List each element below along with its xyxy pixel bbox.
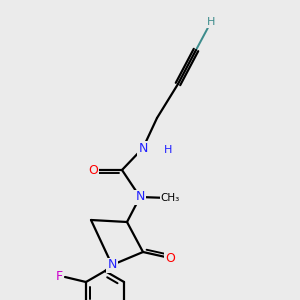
Text: O: O	[165, 251, 175, 265]
Text: F: F	[56, 271, 63, 284]
Text: N: N	[138, 142, 148, 154]
Text: H: H	[164, 145, 172, 155]
Text: H: H	[207, 17, 215, 27]
Text: CH₃: CH₃	[160, 193, 180, 203]
Text: O: O	[88, 164, 98, 176]
Text: N: N	[135, 190, 145, 203]
Text: N: N	[107, 259, 117, 272]
